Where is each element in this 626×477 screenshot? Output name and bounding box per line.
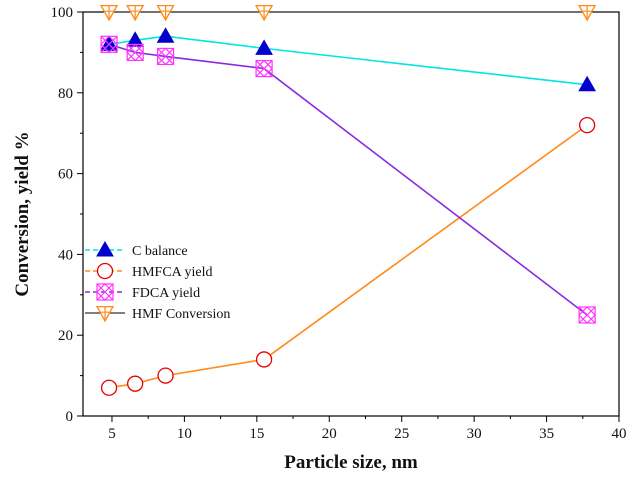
data-point <box>100 35 118 51</box>
legend-label: HMF Conversion <box>132 307 230 322</box>
series-c-balance <box>108 35 588 86</box>
legend: C balance HMFCA yield FDCA yield HMF Conver… <box>85 240 230 323</box>
y-tick-label: 0 <box>66 409 74 425</box>
legend-marker <box>96 240 114 257</box>
data-point <box>578 306 596 324</box>
data-point <box>127 375 144 392</box>
x-tick-label: 30 <box>467 426 482 442</box>
legend-entry: HMFCA yield <box>85 262 213 280</box>
data-point <box>99 4 119 22</box>
y-tick-label: 60 <box>58 167 73 183</box>
data-point <box>126 31 145 47</box>
y-tick-label: 40 <box>58 247 73 263</box>
legend-label: FDCA yield <box>132 286 200 301</box>
data-point <box>156 47 175 66</box>
data-point <box>578 75 596 92</box>
legend-entry: FDCA yield <box>85 283 200 301</box>
x-tick-label: 20 <box>322 426 337 442</box>
series-markers-hmf-conversion <box>99 4 597 22</box>
x-tick-label: 15 <box>249 426 264 442</box>
legend-entry: C balance <box>85 240 188 259</box>
data-point <box>100 35 118 54</box>
data-point <box>156 27 175 43</box>
series-markers-c-balance <box>100 27 596 92</box>
data-point <box>578 116 596 134</box>
legend-marker <box>96 283 114 301</box>
y-axis-title: Conversion, yield % <box>12 131 33 296</box>
x-tick-label: 40 <box>612 426 626 442</box>
legend-marker <box>96 262 114 280</box>
legend-label: C balance <box>132 244 188 259</box>
data-point <box>255 39 273 55</box>
data-point <box>156 4 175 22</box>
y-tick-label: 20 <box>58 328 73 344</box>
legend-marker <box>95 305 115 323</box>
data-point <box>126 4 145 22</box>
x-axis-title: Particle size, nm <box>284 452 418 473</box>
plot-frame <box>82 11 620 417</box>
series-markers-hmfca-yield <box>100 116 596 396</box>
legend-entry: HMF Conversion <box>85 305 230 323</box>
data-point <box>157 367 174 384</box>
data-point <box>255 59 273 78</box>
x-tick-label: 35 <box>539 426 554 442</box>
data-point <box>126 43 144 62</box>
series-markers-fdca-yield <box>100 35 596 324</box>
data-point <box>100 379 118 396</box>
data-point <box>255 351 273 368</box>
y-tick-label: 100 <box>51 5 74 21</box>
y-tick-label: 80 <box>58 86 73 102</box>
data-point <box>254 4 274 22</box>
series-line <box>108 35 588 86</box>
legend-label: HMFCA yield <box>132 265 213 280</box>
x-tick-label: 10 <box>177 426 192 442</box>
x-tick-label: 5 <box>108 426 116 442</box>
data-point <box>578 4 597 22</box>
series-layer <box>99 4 597 396</box>
x-tick-label: 25 <box>394 426 409 442</box>
